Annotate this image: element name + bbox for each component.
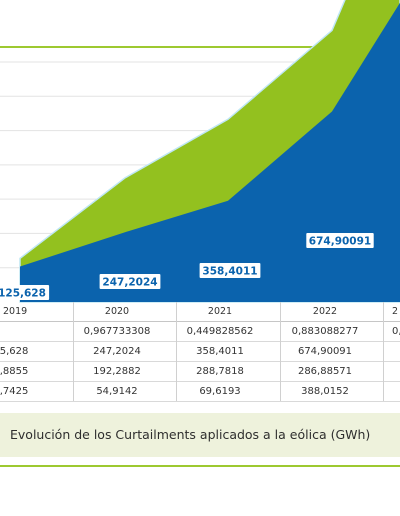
- table-cell: 0,967733308: [83, 326, 151, 337]
- area-series-bottom: [20, 2, 400, 303]
- table-column-divider: [383, 302, 384, 401]
- table-column-divider: [176, 302, 177, 401]
- table-cell: 0,449828562: [186, 326, 254, 337]
- table-row: 0,967733308 0,449828562 0,883088277 0,: [0, 322, 400, 342]
- data-label: 674,90091: [306, 233, 374, 248]
- table-cell: [392, 362, 400, 381]
- table-cell: 54,9142: [96, 386, 138, 397]
- table-row: 28,8855 192,2882 288,7818 286,88571: [0, 362, 400, 382]
- table-cell: 674,90091: [297, 346, 353, 357]
- data-table: 2019 2020 2021 2022 2 0,967733308 0,4498…: [0, 302, 400, 402]
- table-header-2021: 2021: [207, 306, 233, 317]
- table-row: 125,628 247,2024 358,4011 674,90091: [0, 342, 400, 362]
- table-cell: [0, 322, 37, 341]
- table-cell: 125,628: [0, 346, 29, 357]
- table-column-divider: [280, 302, 281, 401]
- table-cell: 247,2024: [93, 346, 141, 357]
- table-column-divider: [73, 302, 74, 401]
- table-header-2019: 2019: [3, 306, 28, 317]
- data-label-text: 247,2024: [102, 277, 157, 289]
- data-label-text: 674,90091: [309, 236, 371, 248]
- data-label-text: 358,4011: [202, 266, 257, 278]
- table-cell: 192,2882: [93, 366, 141, 377]
- table-cell: 69,6193: [199, 386, 241, 397]
- data-label-box: [99, 274, 161, 289]
- table-cell: 0,: [392, 326, 400, 337]
- data-label: 247,2024: [99, 274, 161, 289]
- table-cell: 286,88571: [297, 366, 353, 377]
- data-label-box: [0, 285, 50, 300]
- top-divider-line: [0, 46, 400, 48]
- table-cell: 388,0152: [301, 386, 349, 397]
- data-label-box: [199, 263, 261, 278]
- data-label: 125,628: [0, 285, 50, 300]
- table-header-2020: 2020: [104, 306, 130, 317]
- data-label-text: 125,628: [0, 288, 46, 300]
- table-cell: 288,7818: [196, 366, 244, 377]
- table-cell: [392, 342, 400, 361]
- table-header-row: 2019 2020 2021 2022 2: [0, 302, 400, 322]
- table-row: 96,7425 54,9142 69,6193 388,0152: [0, 382, 400, 402]
- chart-caption-box: Evolución de los Curtailments aplicados …: [0, 413, 400, 457]
- table-header-2023: 2: [392, 306, 399, 317]
- table-cell: 358,4011: [196, 346, 244, 357]
- area-chart: 125,628 247,2024 358,4011 674,90091: [0, 0, 400, 303]
- table-header-2022: 2022: [312, 306, 338, 317]
- table-cell: [392, 382, 400, 401]
- bottom-divider-line: [0, 465, 400, 467]
- data-label-box: [306, 233, 374, 248]
- chart-data-labels: 125,628 247,2024 358,4011 674,90091: [0, 233, 374, 300]
- table-cell: 0,883088277: [291, 326, 359, 337]
- chart-caption: Evolución de los Curtailments aplicados …: [10, 427, 371, 442]
- table-cell: 28,8855: [0, 366, 29, 377]
- data-label: 358,4011: [199, 263, 261, 278]
- chart-areas: [19, 0, 400, 303]
- table-cell: 96,7425: [0, 386, 29, 397]
